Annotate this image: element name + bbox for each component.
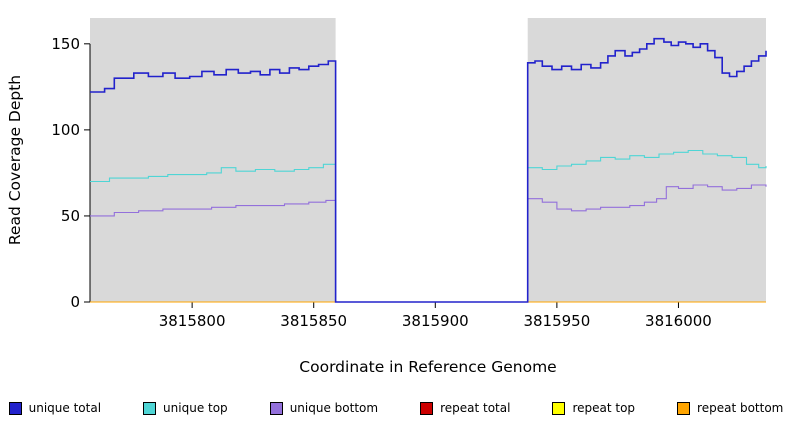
legend-label: unique bottom (289, 401, 379, 415)
x-tick-label: 3815800 (159, 312, 226, 330)
legend-swatch (8, 401, 22, 415)
legend-label: repeat total (440, 401, 511, 415)
y-axis-title: Read Coverage Depth (6, 74, 24, 246)
y-tick-label: 150 (51, 35, 80, 53)
legend-label: repeat bottom (697, 401, 784, 415)
legend-item: unique bottom (269, 401, 379, 415)
legend-item: unique top (143, 401, 228, 415)
x-tick-label: 3816000 (645, 312, 712, 330)
coverage-gap-region (335, 18, 528, 302)
series-line-unique-top (90, 149, 767, 303)
x-tick-label: 3815850 (280, 312, 347, 330)
legend-label: unique top (163, 401, 228, 415)
legend-item: unique total (8, 401, 102, 415)
chart-svg: 3815800 3815850 3815900 3815950 3816000 0 50 10… (51, 18, 767, 330)
legend-swatch (552, 401, 566, 415)
legend-item: repeat total (420, 401, 510, 415)
x-tick-label: 3815900 (402, 312, 469, 330)
series-line-unique-total (90, 37, 767, 303)
x-axis-title: Coordinate in Reference Genome (299, 358, 557, 376)
legend-swatch (269, 401, 283, 415)
legend-swatch (143, 401, 157, 415)
series-line-unique-bottom (90, 184, 767, 303)
legend: unique total unique top unique bottom repea… (0, 401, 792, 415)
legend-item: repeat bottom (677, 401, 783, 415)
legend-swatch (420, 401, 434, 415)
legend-label: unique total (28, 401, 102, 415)
legend-item: repeat top (552, 401, 635, 415)
y-tick-label: 100 (51, 121, 80, 139)
legend-label: repeat top (572, 401, 636, 415)
x-tick-label: 3815950 (523, 312, 590, 330)
y-tick-label: 0 (70, 293, 80, 311)
legend-swatch (677, 401, 691, 415)
y-tick-label: 50 (61, 207, 80, 225)
